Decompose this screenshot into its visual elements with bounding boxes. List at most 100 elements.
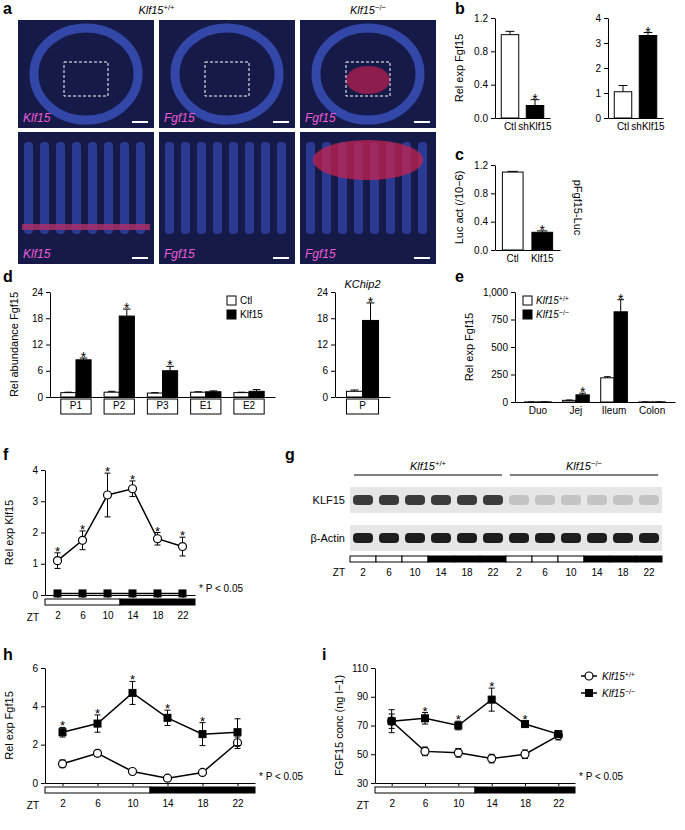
error-bar xyxy=(489,754,495,763)
panel-label: i xyxy=(322,646,326,663)
segment-box xyxy=(61,399,91,414)
tick-label: 0.8 xyxy=(474,188,488,199)
bar xyxy=(163,371,178,397)
tick: 110 xyxy=(352,663,375,674)
marker xyxy=(234,729,241,736)
micrograph xyxy=(18,20,154,128)
error-cap xyxy=(60,737,66,738)
tick: 6 xyxy=(37,365,50,376)
bar xyxy=(76,360,91,397)
lane-label: 6 xyxy=(386,567,392,578)
marker xyxy=(94,749,102,757)
line xyxy=(63,693,238,734)
bar xyxy=(234,393,249,397)
tick: Ctl xyxy=(507,250,519,264)
light-phase xyxy=(350,556,376,562)
significance-mark: * xyxy=(422,704,427,719)
x-axis: P xyxy=(336,397,391,414)
tick-label: P xyxy=(359,400,366,411)
tick: 3 xyxy=(595,38,608,49)
dark-phase xyxy=(636,556,662,562)
tick-mark xyxy=(46,345,50,346)
y-axis-title: FGF15 conc (ng l−1) xyxy=(333,675,345,776)
micrograph xyxy=(159,20,295,128)
text-part: Klf15 xyxy=(536,295,559,306)
tick-mark xyxy=(46,397,50,398)
row-label: KLF15 xyxy=(313,494,345,506)
tick: 2 xyxy=(32,739,45,750)
tick-mark xyxy=(525,783,526,786)
marker xyxy=(104,491,112,499)
y-axis-line xyxy=(50,293,51,398)
tick-mark xyxy=(41,668,45,669)
tick: 4 xyxy=(32,465,45,476)
text-part: +/+ xyxy=(625,671,635,678)
signal xyxy=(22,224,150,230)
error-bar xyxy=(389,710,395,733)
tick-mark xyxy=(98,783,99,786)
band xyxy=(483,495,503,505)
tick-label: 18 xyxy=(317,313,329,324)
x-axis-title: ZT xyxy=(333,567,345,578)
villus xyxy=(261,142,270,234)
tick-label: 18 xyxy=(152,610,164,621)
tick-label: 2 xyxy=(60,798,66,809)
y-axis-line xyxy=(335,293,336,398)
tick-mark xyxy=(133,595,134,598)
error-bar xyxy=(151,392,159,393)
tick-label: Jej xyxy=(570,405,583,416)
tick-label: Ileum xyxy=(602,405,626,416)
scale-bar xyxy=(132,257,148,259)
tick: 6 xyxy=(322,365,335,376)
tick-label: 6 xyxy=(37,365,43,376)
error-cap xyxy=(235,748,241,749)
error-bar xyxy=(210,390,218,392)
y-axis-title: Luc act (/10−6) xyxy=(453,171,465,245)
tick-mark xyxy=(203,783,204,786)
x-axis-title: ZT xyxy=(357,800,369,811)
tick-mark xyxy=(604,68,608,69)
y-axis-line xyxy=(375,669,376,784)
tick: 1.2 xyxy=(474,160,495,171)
micrograph xyxy=(300,20,436,128)
tick-mark xyxy=(511,292,515,293)
chart: **02505007501,000Rel exp Fgf15DuoJejIleu… xyxy=(463,287,676,416)
error-cap xyxy=(165,725,171,726)
panel-label: d xyxy=(3,268,13,285)
tick-mark xyxy=(371,754,375,755)
error-bar xyxy=(566,400,573,401)
marks xyxy=(54,473,187,597)
column-header: Klf15+/+ xyxy=(138,3,175,17)
tick-label: 0.4 xyxy=(474,79,488,90)
tick-mark xyxy=(371,726,375,727)
tick-label: 6 xyxy=(32,663,38,674)
tick-label: 18 xyxy=(520,798,532,809)
error-cap xyxy=(389,714,395,715)
significance-mark: * xyxy=(124,300,130,316)
significance-mark: * xyxy=(155,524,160,539)
tick-label: 30 xyxy=(357,778,369,789)
micrograph xyxy=(159,132,295,264)
tick-mark xyxy=(371,783,375,784)
tick-label: P1 xyxy=(70,400,83,411)
band xyxy=(639,533,659,543)
band xyxy=(379,495,399,505)
band xyxy=(561,495,581,505)
villus xyxy=(136,142,145,234)
bar xyxy=(249,391,264,397)
tick: Jej xyxy=(570,402,583,416)
error-cap xyxy=(489,711,495,712)
text-part: Klf15 xyxy=(138,4,164,16)
tick-label: Ctl xyxy=(504,121,516,132)
x-axis-line xyxy=(376,783,576,784)
tick-label: 50 xyxy=(357,749,369,760)
text-part: +/+ xyxy=(163,3,175,12)
legend-label: Klf15−/− xyxy=(602,688,635,700)
band xyxy=(457,495,477,505)
tick: Colon xyxy=(639,402,665,416)
tick-mark xyxy=(41,564,45,565)
marks xyxy=(388,688,563,763)
band xyxy=(431,533,451,543)
error-bar xyxy=(235,719,241,746)
significance-mark: * xyxy=(368,294,374,310)
